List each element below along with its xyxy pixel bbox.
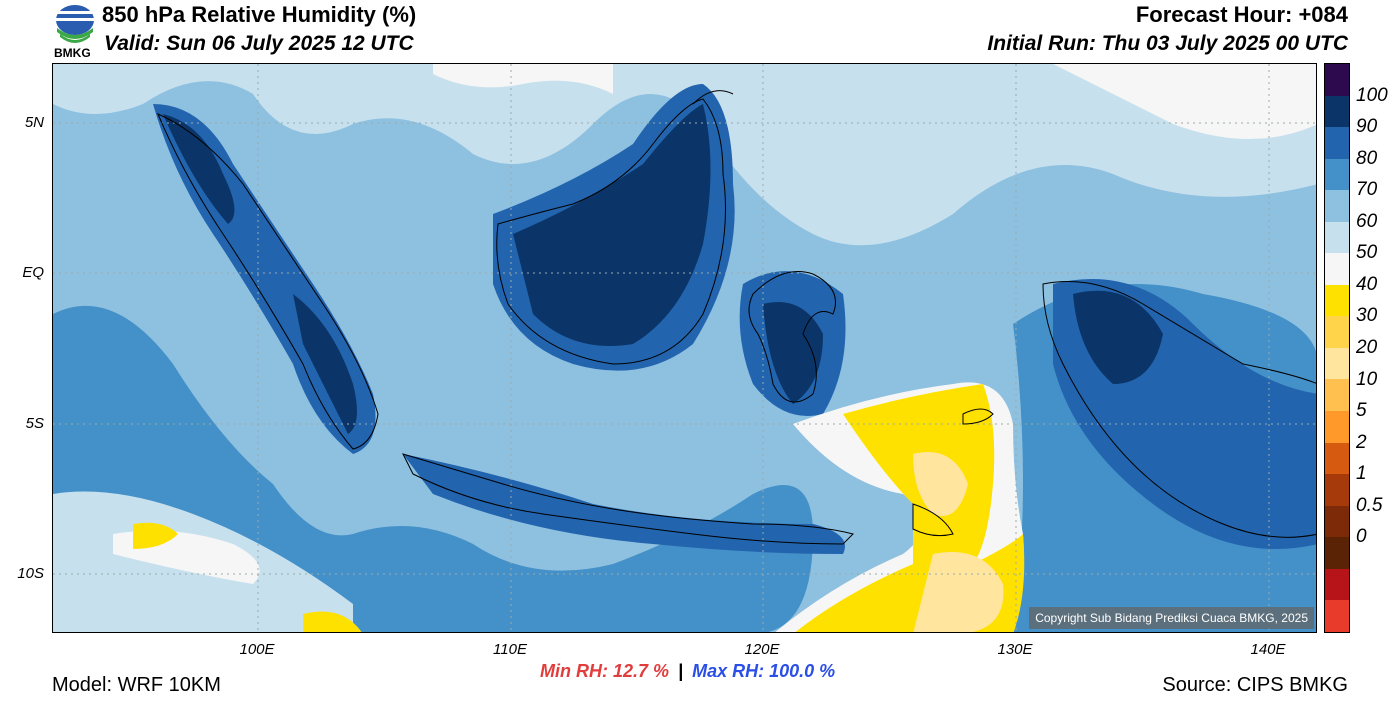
min-rh: Min RH: 12.7 %: [540, 661, 670, 681]
colorbar-swatch: [1325, 158, 1349, 191]
min-max-separator: |: [678, 661, 684, 681]
colorbar-label: 0.5: [1356, 494, 1383, 516]
colorbar-swatch: [1325, 347, 1349, 380]
valid-time: Valid: Sun 06 July 2025 12 UTC: [104, 32, 414, 55]
min-max-rh: Min RH: 12.7 % | Max RH: 100.0 %: [540, 661, 835, 682]
map-title: 850 hPa Relative Humidity (%): [102, 2, 417, 27]
colorbar-label: 1: [1356, 463, 1367, 485]
colorbar-swatch: [1325, 190, 1349, 222]
logo-text: BMKG: [54, 46, 91, 60]
lon-label-110e: 110E: [493, 641, 527, 658]
colorbar-swatch: [1325, 505, 1349, 538]
forecast-hour: Forecast Hour: +084: [1135, 2, 1348, 27]
colorbar-label: 70: [1356, 179, 1378, 201]
colorbar-swatch: [1325, 411, 1349, 443]
colorbar-swatch: [1325, 474, 1349, 506]
lon-label-100e: 100E: [239, 641, 275, 658]
colorbar-swatch: [1325, 568, 1349, 601]
initial-run: Initial Run: Thu 03 July 2025 00 UTC: [987, 32, 1348, 55]
copyright-notice: Copyright Sub Bidang Prediksi Cuaca BMKG…: [1029, 607, 1314, 629]
colorbar-swatch: [1325, 284, 1349, 317]
bmkg-logo: BMKG: [52, 2, 98, 60]
colorbar-swatch: [1325, 253, 1349, 285]
lat-label-eq: EQ: [22, 264, 44, 281]
lon-label-130e: 130E: [997, 641, 1033, 658]
lat-label-5s: 5S: [25, 415, 44, 432]
max-rh: Max RH: 100.0 %: [692, 661, 836, 681]
source-label: Source: CIPS BMKG: [1162, 674, 1348, 696]
colorbar-label: 100: [1356, 84, 1388, 106]
colorbar-label: 0: [1356, 526, 1367, 548]
colorbar-swatch: [1325, 221, 1349, 254]
colorbar-swatch: [1325, 379, 1349, 412]
colorbar-label: 60: [1356, 210, 1378, 232]
colorbar-label: 30: [1356, 305, 1378, 327]
colorbar-label: 90: [1356, 116, 1378, 138]
lon-label-120e: 120E: [744, 641, 780, 658]
colorbar-label: 50: [1356, 242, 1378, 264]
colorbar-swatch: [1325, 442, 1349, 475]
colorbar-swatch: [1325, 316, 1349, 348]
colorbar-label: 80: [1356, 147, 1378, 169]
model-label: Model: WRF 10KM: [52, 674, 221, 696]
colorbar-label: 2: [1356, 431, 1367, 453]
colorbar-label: 5: [1356, 400, 1367, 422]
lat-label-10s: 10S: [17, 565, 44, 582]
colorbar-label: 10: [1356, 368, 1378, 390]
colorbar-swatch: [1325, 537, 1349, 569]
humidity-map: [52, 63, 1317, 633]
lat-label-5n: 5N: [24, 114, 44, 131]
colorbar-swatch: [1325, 64, 1349, 96]
colorbar-label: 40: [1356, 273, 1378, 295]
lon-label-140e: 140E: [1250, 641, 1286, 658]
colorbar-swatch: [1325, 95, 1349, 128]
colorbar-swatch: [1325, 600, 1349, 632]
colorbar: [1324, 63, 1350, 633]
colorbar-swatch: [1325, 127, 1349, 159]
colorbar-label: 20: [1356, 337, 1378, 358]
